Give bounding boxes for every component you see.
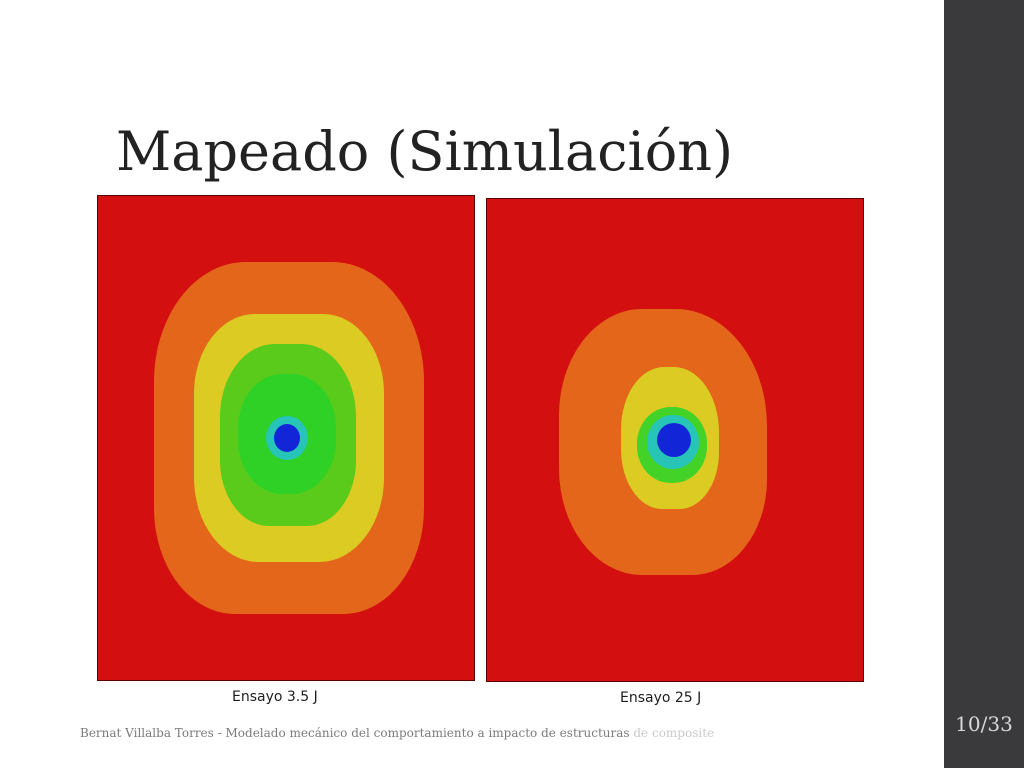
footer-text-faded: de composite [633,726,715,740]
slide-title: Mapeado (Simulación) [116,120,734,183]
simulation-map-25j [486,198,864,682]
impact-center-blue [657,423,691,457]
map-caption: Ensayo 3.5 J [232,689,318,705]
simulation-map-3-5j [97,195,475,681]
page-number: 10/33 [955,712,1013,736]
slide-footer: Bernat Villalba Torres - Modelado mecáni… [80,726,714,740]
map-caption: Ensayo 25 J [620,690,702,706]
slide-sidebar [944,0,1024,768]
impact-center-blue [274,424,300,452]
footer-text: Bernat Villalba Torres - Modelado mecáni… [80,726,630,740]
